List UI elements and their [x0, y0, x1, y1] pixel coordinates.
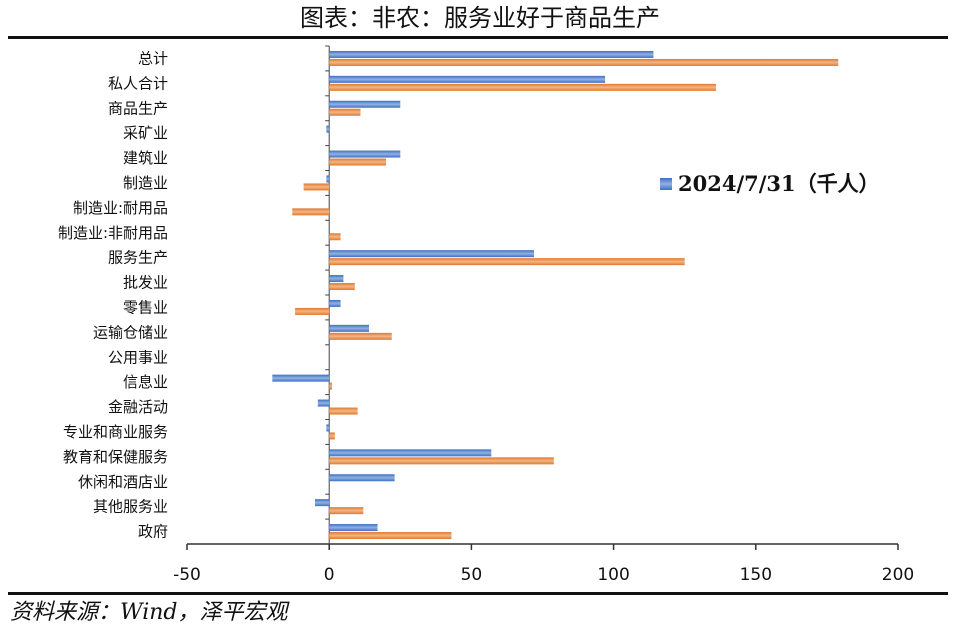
- bar-series-a: [329, 524, 378, 532]
- category-label: 专业和商业服务: [63, 423, 168, 441]
- chart-title: 图表：非农：服务业好于商品生产: [300, 4, 660, 32]
- bar-series-a: [329, 50, 654, 58]
- category-label: 制造业: [123, 174, 168, 192]
- bar-series-b: [329, 58, 839, 66]
- bar-series-a: [326, 125, 330, 133]
- category-label: 批发业: [123, 274, 168, 292]
- legend-swatch: [660, 178, 672, 190]
- category-label: 建筑业: [123, 149, 168, 167]
- category-label: 其他服务业: [93, 498, 168, 516]
- bar-series-a: [329, 150, 401, 158]
- bar-series-b: [329, 83, 716, 91]
- bar-series-a: [329, 474, 395, 482]
- category-label: 运输仓储业: [93, 323, 168, 341]
- bar-series-b: [329, 283, 355, 291]
- category-label: 制造业:耐用品: [73, 199, 168, 217]
- bar-series-a: [272, 374, 330, 382]
- top-rule: [8, 36, 948, 39]
- bar-series-a: [329, 250, 534, 258]
- bar-series-b: [329, 158, 387, 166]
- bar-series-b: [329, 407, 358, 415]
- category-label: 信息业: [123, 373, 168, 391]
- category-label: 教育和保健服务: [63, 448, 168, 466]
- bar-series-a: [314, 499, 330, 507]
- x-tick-label: 50: [461, 565, 483, 585]
- x-tick-label: 100: [597, 565, 629, 585]
- category-label: 商品生产: [108, 99, 168, 117]
- category-label: 休闲和酒店业: [78, 473, 168, 491]
- category-label: 政府: [138, 523, 168, 541]
- bar-series-b: [329, 233, 341, 241]
- legend-label: 2024/7/31（千人）: [678, 171, 880, 196]
- bar-series-a: [329, 449, 492, 457]
- category-label: 总计: [138, 49, 168, 67]
- category-label: 私人合计: [108, 74, 168, 92]
- source-note: 资料来源：Wind，泽平宏观: [10, 600, 288, 625]
- bar-series-a: [326, 424, 330, 432]
- x-tick-label: 150: [740, 565, 772, 585]
- category-label: 金融活动: [108, 398, 168, 416]
- bar-series-a: [329, 299, 341, 307]
- bar-series-b: [329, 457, 554, 465]
- bar-series-b: [329, 382, 333, 390]
- x-tick-label: 200: [882, 565, 914, 585]
- bar-series-b: [329, 258, 685, 266]
- bar-series-b: [329, 507, 364, 515]
- category-label: 采矿业: [123, 124, 168, 142]
- bar-series-b: [295, 307, 330, 315]
- bar-series-b: [292, 208, 330, 216]
- bar-series-a: [326, 175, 330, 183]
- bar-series-b: [303, 183, 330, 191]
- category-label: 公用事业: [108, 348, 168, 366]
- bottom-rule: [8, 592, 948, 595]
- bar-series-b: [329, 108, 361, 116]
- x-tick-label: 0: [324, 565, 335, 585]
- bar-series-b: [329, 532, 452, 540]
- bar-series-a: [329, 275, 344, 283]
- category-label: 服务生产: [108, 249, 168, 267]
- category-label: 制造业:非耐用品: [58, 224, 168, 242]
- bar-series-b: [329, 432, 335, 440]
- category-label: 零售业: [123, 298, 168, 316]
- bar-series-a: [317, 399, 330, 407]
- bar-series-a: [329, 75, 606, 83]
- bar-series-a: [329, 324, 370, 332]
- x-tick-label: -50: [173, 565, 201, 585]
- bar-series-a: [329, 100, 401, 108]
- bar-series-b: [329, 332, 392, 340]
